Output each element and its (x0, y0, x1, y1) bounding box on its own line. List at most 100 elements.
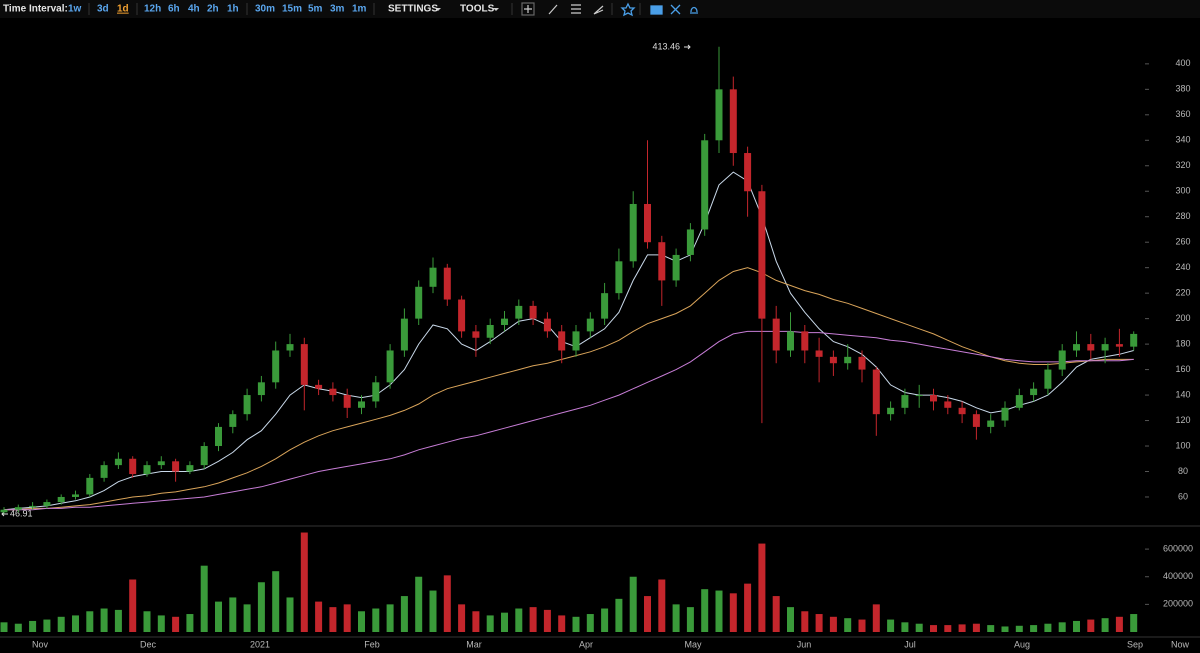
volume-bar (1130, 614, 1138, 632)
volume-bar (43, 619, 51, 632)
candle-body (114, 458, 122, 466)
interval-button[interactable]: 6h (168, 4, 180, 15)
volume-bar (0, 622, 8, 632)
menu-button[interactable]: SETTINGS (388, 4, 438, 15)
interval-button[interactable]: 2h (207, 4, 219, 15)
y-tick-label: 80 (1178, 466, 1188, 476)
volume-bar (229, 597, 237, 632)
interval-button[interactable]: 3d (97, 4, 109, 15)
y-tick-label: 300 (1175, 186, 1190, 196)
candle-body (129, 458, 137, 475)
interval-button[interactable]: 12h (144, 4, 161, 15)
candle-body (57, 496, 65, 503)
toolbar-separators (88, 3, 641, 15)
volume-bar (644, 596, 651, 632)
candle-body (372, 382, 380, 402)
candle-body (658, 242, 666, 281)
volume-bar (901, 622, 909, 632)
y-tick-label: 180 (1175, 338, 1190, 348)
volume-bar (972, 623, 980, 632)
candle-body (400, 318, 408, 351)
interval-button[interactable]: 1h (227, 4, 239, 15)
candle-body (501, 318, 508, 326)
volume-bar (129, 579, 137, 632)
candle-body (1001, 407, 1009, 421)
candle-body (644, 203, 651, 243)
max-arrow (684, 44, 691, 50)
volume-bar (29, 620, 37, 632)
volume-bar (529, 607, 537, 632)
interval-button[interactable]: 1d (117, 4, 129, 15)
volume-bar (787, 607, 794, 632)
candle-body (429, 267, 437, 287)
volume-bar (1001, 626, 1009, 632)
volume-bar (486, 615, 494, 632)
volume-bar (758, 543, 766, 632)
volume-bar (358, 611, 365, 632)
volume-bar (315, 601, 323, 632)
candle-body (744, 153, 752, 192)
candle-body (515, 305, 523, 319)
candle-body (686, 229, 694, 255)
candle-body (944, 401, 952, 408)
tool-icons[interactable] (521, 2, 604, 16)
volume-bar (429, 590, 437, 632)
interval-button[interactable]: 4h (188, 4, 200, 15)
volume-bar (1087, 619, 1095, 632)
x-axis-label: Sep (1127, 639, 1143, 649)
volume-bar (272, 571, 280, 632)
volume-bar (443, 575, 451, 632)
interval-button[interactable]: 3m (330, 4, 345, 15)
interval-button[interactable]: 30m (255, 4, 275, 15)
candle-body (472, 331, 480, 338)
candle-body (887, 407, 895, 415)
candle-body (1087, 344, 1095, 351)
volume-bar (858, 619, 866, 632)
interval-button[interactable]: 5m (308, 4, 323, 15)
candle-body (629, 203, 637, 262)
candle-body (215, 426, 222, 447)
candle-body (415, 286, 423, 319)
volume-bar (772, 596, 780, 632)
candle-body (157, 461, 165, 466)
interval-button[interactable]: 1m (352, 4, 367, 15)
volume-bar (458, 604, 466, 632)
volume-bar (186, 614, 194, 632)
volume-bar (672, 604, 680, 632)
volume-bar (329, 607, 337, 632)
volume-bar (543, 609, 551, 632)
volume-bar (215, 601, 222, 632)
candle-body (100, 465, 108, 478)
candle-body (915, 395, 923, 397)
menu-button[interactable]: TOOLS (460, 4, 495, 15)
candle-body (386, 350, 394, 383)
interval-button[interactable]: 15m (282, 4, 302, 15)
candle-body (829, 356, 837, 364)
volume-bar (286, 597, 294, 632)
candle-body (243, 395, 251, 415)
volume-bar (243, 604, 251, 632)
max-price-label: 413.46 (652, 41, 680, 51)
volume-bar (586, 614, 594, 632)
candle-body (586, 318, 594, 332)
x-axis-label: Aug (1014, 639, 1030, 649)
candle-body (186, 465, 194, 472)
candle-body (257, 382, 265, 396)
y-tick-label: 60 (1178, 491, 1188, 501)
candle-body (443, 267, 451, 300)
candle-body (329, 388, 337, 396)
volume-bar (515, 608, 523, 632)
candle-body (358, 401, 365, 408)
action-icons[interactable] (620, 2, 698, 17)
y-tick-label: 220 (1175, 288, 1190, 298)
candle-body (815, 350, 823, 357)
interval-button[interactable]: 1w (68, 4, 82, 15)
candle-body (787, 331, 794, 351)
candle-body (1115, 344, 1123, 347)
volume-bar (629, 576, 637, 632)
volume-bar (1101, 618, 1109, 632)
volume-bar (372, 608, 380, 632)
volume-bar (143, 611, 151, 632)
menu-carets (435, 8, 499, 11)
min-arrow (1, 511, 8, 517)
